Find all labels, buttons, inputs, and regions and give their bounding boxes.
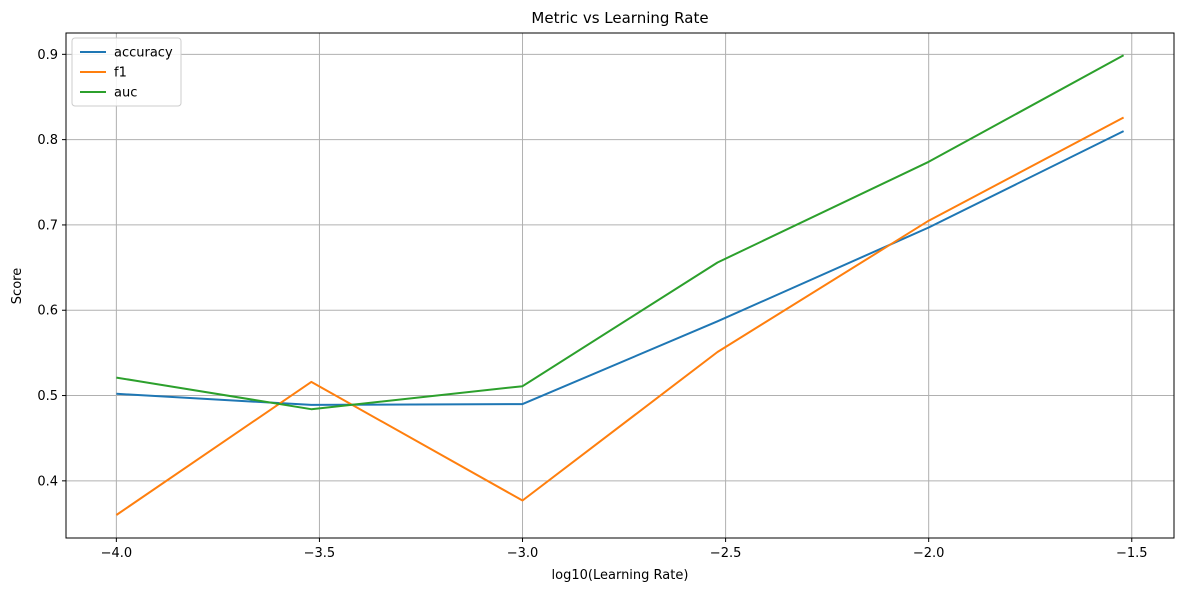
x-axis-title: log10(Learning Rate) bbox=[552, 568, 689, 583]
y-tick-label: 0.7 bbox=[37, 218, 58, 233]
legend-label-accuracy: accuracy bbox=[114, 46, 173, 61]
x-axis: −4.0 −3.5 −3.0 −2.5 −2.0 −1.5 bbox=[101, 538, 1148, 561]
plot-frame bbox=[65, 32, 1175, 539]
x-tick-label: −3.5 bbox=[304, 546, 336, 561]
chart-title: Metric vs Learning Rate bbox=[531, 9, 708, 27]
y-tick-label: 0.8 bbox=[37, 133, 58, 148]
y-axis-title: Score bbox=[10, 268, 25, 304]
series-line-auc bbox=[116, 54, 1125, 411]
series-line-accuracy bbox=[116, 130, 1125, 406]
x-tick-label: −3.0 bbox=[507, 546, 539, 561]
series-line-f1 bbox=[115, 116, 1125, 516]
y-tick-label: 0.5 bbox=[37, 389, 58, 404]
legend: accuracy f1 auc bbox=[71, 37, 182, 107]
x-tick-label: −4.0 bbox=[101, 546, 133, 561]
x-tick-label: −2.0 bbox=[913, 546, 945, 561]
y-tick-label: 0.9 bbox=[37, 48, 58, 63]
legend-box bbox=[71, 37, 182, 107]
grid bbox=[66, 33, 1174, 538]
y-tick-label: 0.4 bbox=[37, 474, 58, 489]
y-tick-label: 0.6 bbox=[37, 304, 58, 319]
y-axis: 0.4 0.5 0.6 0.7 0.8 0.9 bbox=[37, 48, 66, 489]
x-tick-label: −1.5 bbox=[1116, 546, 1148, 561]
series-layer bbox=[115, 54, 1125, 516]
legend-label-f1: f1 bbox=[114, 66, 127, 81]
x-tick-label: −2.5 bbox=[710, 546, 742, 561]
legend-label-auc: auc bbox=[114, 86, 137, 101]
